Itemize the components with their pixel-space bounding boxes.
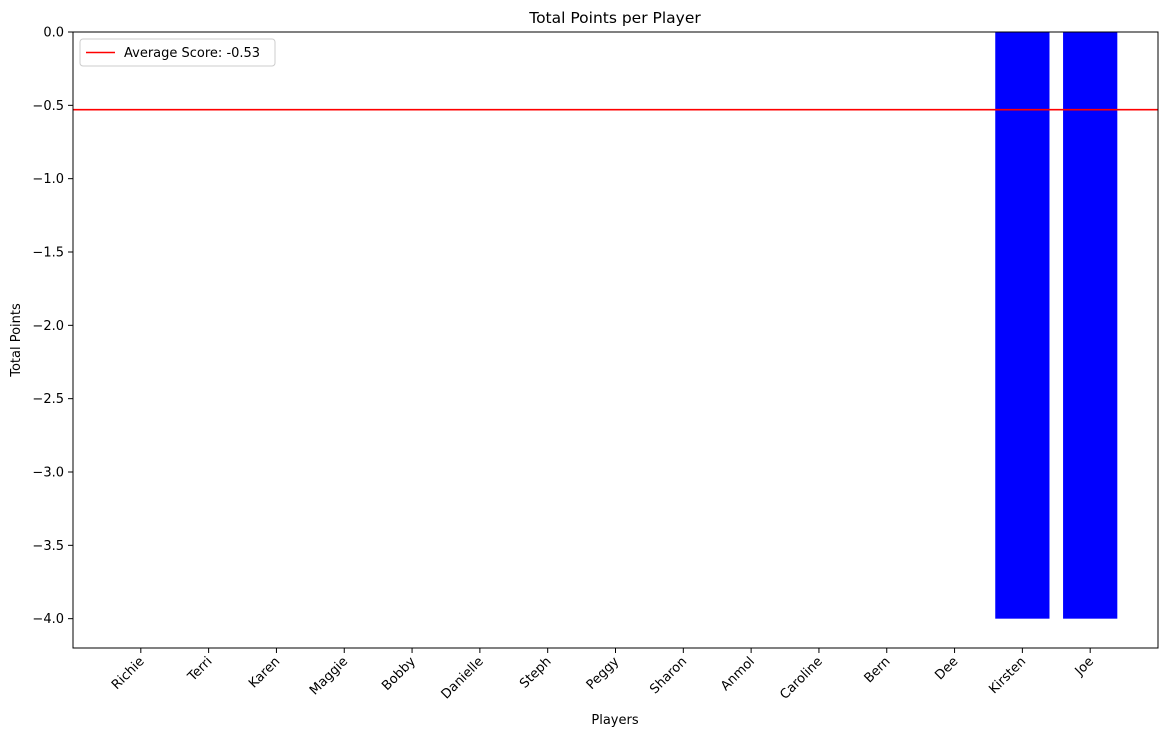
x-tick-label-sharon: Sharon [647, 654, 690, 697]
y-tick-label: −2.0 [32, 319, 64, 334]
y-axis-title: Total Points [9, 303, 24, 378]
y-tick-label: −1.5 [32, 246, 64, 261]
y-tick-label: −2.5 [32, 392, 64, 407]
x-tick-label-maggie: Maggie [307, 654, 351, 698]
x-axis: Richie Terri Karen Maggie Bobby Danielle Steph… [109, 648, 1097, 703]
x-tick-label-richie: Richie [109, 654, 148, 693]
x-tick-label-terri: Terri [184, 654, 215, 685]
x-tick-label-bern: Bern [862, 654, 894, 686]
y-tick-label: −3.5 [32, 539, 64, 554]
y-tick-label: 0.0 [43, 26, 64, 41]
y-axis: 0.0 −0.5 −1.0 −1.5 −2.0 −2.5 −3.0 −3.5 −4.0 [32, 26, 73, 627]
bars-group [995, 32, 1118, 619]
x-tick-label-joe: Joe [1072, 654, 1097, 679]
bar-kirsten [995, 32, 1050, 619]
x-tick-label-danielle: Danielle [439, 654, 487, 702]
bar-joe [1063, 32, 1118, 619]
legend: Average Score: -0.53 [79, 38, 276, 67]
y-tick-label: −4.0 [32, 612, 64, 627]
y-tick-label: −3.0 [32, 466, 64, 481]
x-axis-title: Players [591, 713, 638, 728]
legend-box [79, 38, 276, 67]
x-tick-label-karen: Karen [246, 654, 283, 691]
x-tick-label-caroline: Caroline [777, 654, 825, 702]
chart-title: Total Points per Player [528, 9, 701, 27]
x-tick-label-bobby: Bobby [379, 654, 419, 694]
y-tick-label: −1.0 [32, 172, 64, 187]
x-tick-label-dee: Dee [932, 654, 961, 683]
y-tick-label: −0.5 [32, 99, 64, 114]
x-tick-label-anmol: Anmol [718, 654, 758, 694]
x-tick-label-peggy: Peggy [584, 654, 623, 693]
x-tick-label-steph: Steph [517, 654, 554, 691]
legend-label-average: Average Score: -0.53 [124, 46, 260, 61]
x-tick-label-kirsten: Kirsten [986, 654, 1029, 697]
